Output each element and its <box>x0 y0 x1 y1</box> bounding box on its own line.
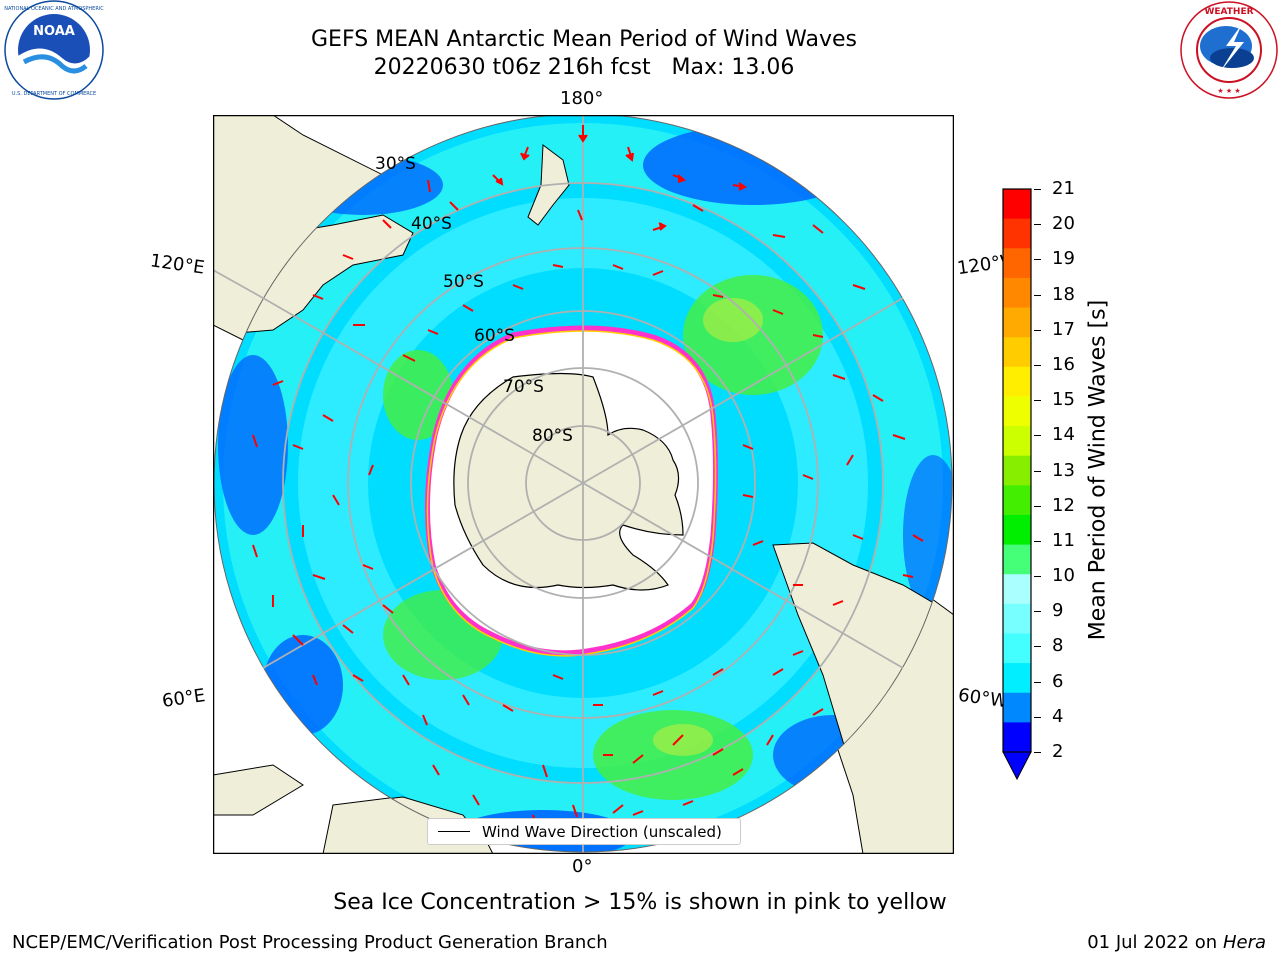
colorbar-segment <box>1003 396 1031 427</box>
colorbar-segment <box>1003 514 1031 546</box>
colorbar-extend-arrow <box>1002 751 1032 781</box>
lon-label-60e: 60°E <box>160 685 207 712</box>
svg-text:★ ★ ★: ★ ★ ★ <box>1217 87 1240 95</box>
legend-line-swatch <box>438 831 470 832</box>
lat-label-40s: 40°S <box>411 214 452 234</box>
lon-label-120e: 120°E <box>148 250 206 279</box>
lon-label-180: 180° <box>560 88 604 109</box>
colorbar-tick-label: 14 <box>1052 424 1075 446</box>
nws-logo: WEATHER ★ ★ ★ <box>1180 1 1278 99</box>
lat-label-60s: 60°S <box>474 326 515 346</box>
footer-host: Hera <box>1222 932 1266 953</box>
lat-label-80s: 80°S <box>532 426 573 446</box>
map-legend: Wind Wave Direction (unscaled) <box>427 818 741 845</box>
colorbar-segment <box>1003 574 1031 605</box>
colorbar-tick-label: 12 <box>1052 494 1075 516</box>
lon-label-0: 0° <box>572 856 593 877</box>
colorbar-segment <box>1003 366 1031 397</box>
colorbar-tick-label: 18 <box>1052 283 1075 305</box>
colorbar-tick-label: 9 <box>1052 600 1064 622</box>
legend-label: Wind Wave Direction (unscaled) <box>482 822 722 841</box>
antarctica <box>453 372 684 591</box>
colorbar-label: Mean Period of Wind Waves [s] <box>1085 299 1111 641</box>
colorbar-tick-mark <box>1034 259 1041 261</box>
colorbar-tick-label: 17 <box>1052 318 1075 340</box>
colorbar-segment <box>1003 722 1031 753</box>
colorbar-tick-mark <box>1034 505 1041 507</box>
colorbar-segment <box>1003 189 1031 220</box>
colorbar-tick-mark <box>1034 611 1041 613</box>
colorbar-segment <box>1003 692 1031 723</box>
colorbar-segment <box>1003 426 1031 457</box>
colorbar-tick-label: 21 <box>1052 178 1075 199</box>
svg-text:NOAA: NOAA <box>33 24 75 39</box>
colorbar-segment <box>1003 218 1031 249</box>
lat-label-30s: 30°S <box>375 154 416 174</box>
svg-text:WEATHER: WEATHER <box>1204 7 1253 17</box>
colorbar-segment <box>1003 663 1031 694</box>
colorbar-tick-label: 10 <box>1052 565 1075 587</box>
colorbar-tick-mark <box>1034 224 1041 226</box>
colorbar-tick-mark <box>1034 716 1041 718</box>
colorbar-tick-label: 11 <box>1052 529 1075 551</box>
colorbar-tick-mark <box>1034 435 1041 437</box>
colorbar-tick-mark <box>1034 364 1041 366</box>
lat-label-50s: 50°S <box>443 272 484 292</box>
colorbar-tick-label: 15 <box>1052 389 1075 411</box>
colorbar-tick-label: 6 <box>1052 670 1064 692</box>
colorbar-segment <box>1003 455 1031 486</box>
colorbar-tick-mark <box>1034 752 1041 753</box>
lat-label-70s: 70°S <box>503 377 544 397</box>
footer-branch: NCEP/EMC/Verification Post Processing Pr… <box>12 932 608 953</box>
colorbar-tick-label: 4 <box>1052 705 1064 727</box>
chart-subtitle: 20220630 t06z 216h fcst Max: 13.06 <box>373 55 795 80</box>
colorbar-tick-mark <box>1034 189 1041 190</box>
polar-map: 30°S 40°S 50°S 60°S 70°S 80°S <box>213 115 954 854</box>
footer-date: 01 Jul 2022 on Hera <box>1087 932 1266 953</box>
chart-title: GEFS MEAN Antarctic Mean Period of Wind … <box>311 27 857 52</box>
colorbar-tick-mark <box>1034 576 1041 578</box>
colorbar-segment <box>1003 544 1031 575</box>
colorbar-tick-label: 2 <box>1052 741 1064 762</box>
colorbar-segment <box>1003 307 1031 338</box>
colorbar-tick-mark <box>1034 540 1041 542</box>
colorbar-tick-label: 19 <box>1052 248 1075 270</box>
svg-text:U.S. DEPARTMENT OF COMMERCE: U.S. DEPARTMENT OF COMMERCE <box>12 91 96 97</box>
colorbar-tick-label: 16 <box>1052 353 1075 375</box>
colorbar-tick-mark <box>1034 470 1041 472</box>
colorbar-segment <box>1003 248 1031 279</box>
colorbar-tick-label: 13 <box>1052 459 1075 481</box>
sea-ice-caption: Sea Ice Concentration > 15% is shown in … <box>333 890 947 915</box>
colorbar-segment <box>1003 633 1031 664</box>
colorbar-tick-label: 8 <box>1052 635 1064 657</box>
noaa-logo: NOAA NATIONAL OCEANIC AND ATMOSPHERIC U.… <box>4 0 104 100</box>
svg-text:NATIONAL OCEANIC AND ATMOSPHER: NATIONAL OCEANIC AND ATMOSPHERIC <box>4 6 104 12</box>
colorbar-tick-mark <box>1034 329 1041 331</box>
colorbar-tick-mark <box>1034 681 1041 683</box>
colorbar-tick-mark <box>1034 400 1041 402</box>
colorbar-segment <box>1003 485 1031 516</box>
colorbar-tick-label: 20 <box>1052 213 1075 235</box>
colorbar-tick-mark <box>1034 646 1041 648</box>
footer-date-text: 01 Jul 2022 on <box>1087 932 1223 953</box>
colorbar-tick-mark <box>1034 294 1041 296</box>
colorbar-segment <box>1003 337 1031 368</box>
colorbar-segment <box>1003 277 1031 309</box>
colorbar <box>1002 188 1032 781</box>
colorbar-segment <box>1003 603 1031 634</box>
